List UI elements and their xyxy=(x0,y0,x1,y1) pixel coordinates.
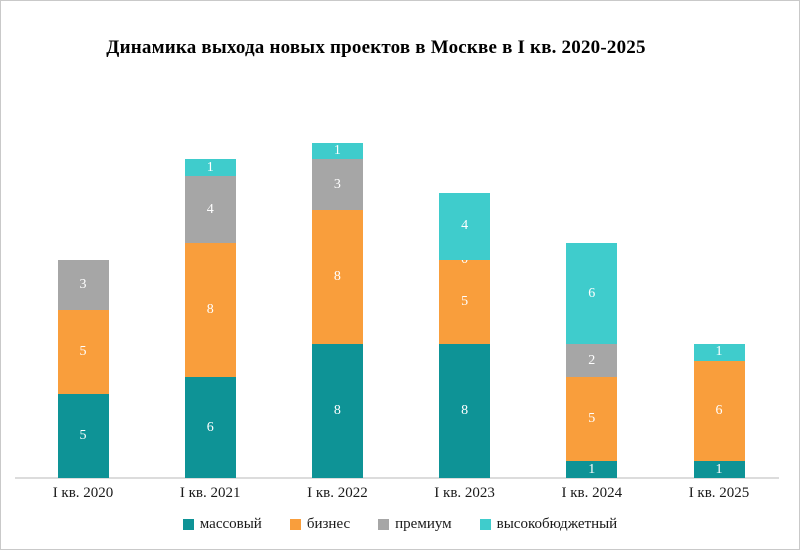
bar-segment xyxy=(566,461,618,478)
legend-label: массовый xyxy=(199,516,262,532)
bar-segment xyxy=(566,377,618,462)
bar-data-label: 1 xyxy=(715,461,723,477)
bar-data-label: 5 xyxy=(588,411,596,427)
bar-segment xyxy=(693,343,745,361)
bar-data-label: 6 xyxy=(588,285,596,301)
bar-segment xyxy=(57,394,109,478)
legend-marker-swatch xyxy=(479,519,491,530)
legend-label: премиум xyxy=(395,516,452,532)
x-tick-label: I кв. 2023 xyxy=(434,485,495,501)
bar-segment xyxy=(439,192,491,260)
legend-marker-swatch xyxy=(289,519,301,530)
bar-segment xyxy=(184,377,236,478)
bar-segment xyxy=(57,310,109,395)
x-tick-label: I кв. 2020 xyxy=(52,485,114,501)
plot-area: 5536841883185041526161 xyxy=(1,1,799,479)
bar-data-label: 1 xyxy=(588,461,596,477)
bar-data-label: 1 xyxy=(333,142,341,158)
legend-item: высокобюджетный xyxy=(479,516,618,533)
bar-data-label: 1 xyxy=(715,344,723,360)
bar-data-label: 6 xyxy=(206,419,214,435)
bar-data-label: 1 xyxy=(206,159,214,175)
bar-segment xyxy=(184,176,236,244)
legend-marker-swatch xyxy=(182,519,194,530)
bar-segment xyxy=(566,343,618,378)
bar-segment xyxy=(439,343,491,478)
bar-data-label: 8 xyxy=(461,402,469,418)
bar-segment xyxy=(693,461,745,478)
legend-label: бизнес xyxy=(306,516,351,532)
bar-data-label: 6 xyxy=(715,402,723,418)
legend-item: массовый xyxy=(182,516,262,533)
bar-segment xyxy=(184,243,236,378)
bar-segment xyxy=(439,259,491,344)
bar-data-label: 8 xyxy=(333,268,341,284)
x-tick-label: I кв. 2021 xyxy=(179,485,241,501)
bar-segment xyxy=(311,343,363,478)
bar-data-label: 5 xyxy=(79,428,87,444)
bar-data-label: 4 xyxy=(206,201,214,217)
bar-data-label: 2 xyxy=(588,352,596,368)
legend: массовый бизнес премиум высокобюджетный xyxy=(1,516,799,533)
bar-data-label: 5 xyxy=(79,344,87,360)
x-tick-label: I кв. 2022 xyxy=(307,485,368,501)
legend-item: премиум xyxy=(378,516,452,533)
bar-segment xyxy=(311,209,363,344)
x-tick-label: I кв. 2024 xyxy=(561,485,623,501)
legend-marker-swatch xyxy=(378,519,390,530)
bar-segment xyxy=(311,142,363,160)
bar-data-label: 4 xyxy=(461,218,469,234)
bar-data-label: 5 xyxy=(461,293,469,309)
chart-title: Динамика выхода новых проектов в Москве … xyxy=(106,37,646,58)
bar-data-label: 3 xyxy=(333,176,341,192)
bar-segment xyxy=(311,159,363,210)
bar-data-label: 8 xyxy=(206,302,214,318)
bar-segment xyxy=(693,360,745,462)
x-axis-line xyxy=(15,477,779,479)
legend-label: высокобюджетный xyxy=(496,516,618,532)
x-tick-label: I кв. 2025 xyxy=(688,485,750,501)
bar-data-label: 3 xyxy=(79,277,87,293)
bar-segment xyxy=(57,259,109,311)
legend-item: бизнес xyxy=(289,516,351,533)
bar-data-label: 8 xyxy=(333,402,341,418)
bar-segment xyxy=(566,243,618,344)
bar-segment xyxy=(184,159,236,177)
